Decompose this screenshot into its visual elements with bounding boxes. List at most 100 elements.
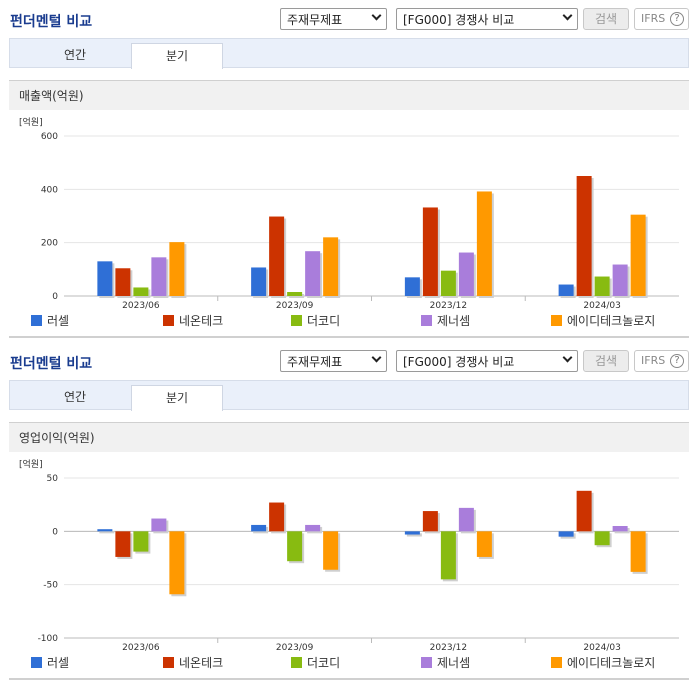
tab-annual[interactable]: 연간 (63, 48, 87, 62)
y-tick-label: 200 (41, 239, 58, 249)
bar (558, 284, 574, 296)
bar (630, 214, 646, 296)
tab-quarterly[interactable]: 분기 (131, 43, 223, 69)
y-tick-label: 0 (52, 527, 58, 537)
peer-group-select[interactable]: [FG000] 경쟁사 비교 (396, 350, 578, 372)
bar (133, 287, 149, 296)
bar (133, 531, 149, 552)
legend-swatch (163, 315, 174, 326)
search-button[interactable]: 검색 (583, 350, 629, 372)
legend-swatch (421, 657, 432, 668)
ifrs-label: IFRS (641, 12, 666, 25)
bar (458, 252, 474, 296)
legend-label: 제너셈 (437, 656, 471, 670)
metric-header: 영업이익(억원) (9, 422, 689, 452)
chart-legend: 러셀 네온테크 더코디 제너셈 에이디테크놀로지 (9, 653, 689, 673)
bar (305, 251, 321, 296)
y-axis-unit: [억원] (19, 116, 43, 128)
x-tick-label: 2023/06 (122, 301, 160, 310)
bar (422, 511, 438, 532)
bar (287, 531, 303, 562)
peer-group-select[interactable]: [FG000] 경쟁사 비교 (396, 8, 578, 30)
legend-label: 에이디테크놀로지 (567, 656, 656, 670)
legend-swatch (291, 657, 302, 668)
bar (422, 207, 438, 296)
bar (251, 524, 267, 532)
bar-shadow (406, 533, 422, 537)
chevron-down-icon (562, 10, 573, 21)
x-tick-label: 2023/12 (430, 643, 467, 652)
y-tick-label: 50 (47, 474, 59, 484)
bar (458, 507, 474, 532)
legend-label: 더코디 (307, 656, 341, 670)
legend-swatch (551, 657, 562, 668)
x-tick-label: 2024/03 (583, 301, 620, 310)
ifrs-help-button[interactable]: IFRS ? (634, 350, 689, 372)
bar (169, 531, 185, 595)
legend-item[interactable]: 에이디테크놀로지 (551, 655, 655, 671)
bar (323, 531, 339, 570)
ifrs-help-button[interactable]: IFRS ? (634, 8, 689, 30)
bar (97, 529, 113, 532)
legend-item[interactable]: 러셀 (31, 313, 69, 329)
x-tick-label: 2023/09 (276, 643, 314, 652)
legend-label: 더코디 (307, 314, 341, 328)
tab-quarterly[interactable]: 분기 (131, 385, 223, 411)
panel-title: 펀더멘털 비교 (10, 14, 93, 30)
y-tick-label: -100 (38, 634, 59, 644)
ifrs-label: IFRS (641, 354, 666, 367)
legend-swatch (291, 315, 302, 326)
divider (9, 336, 689, 338)
revenue-bar-chart: [억원] 600 400 200 0 2023/06 2023/09 2023/12 2024/… (19, 116, 679, 310)
y-tick-label: 0 (52, 292, 58, 302)
bar (476, 531, 492, 557)
bar (169, 242, 185, 296)
chart-legend: 러셀 네온테크 더코디 제너셈 에이디테크놀로지 (9, 311, 689, 331)
bar (594, 531, 610, 546)
legend-item[interactable]: 더코디 (291, 655, 340, 671)
x-tick-label: 2023/12 (430, 301, 467, 310)
legend-swatch (31, 315, 42, 326)
question-circle-icon: ? (670, 354, 684, 368)
bar (251, 267, 267, 296)
peer-group-value: [FG000] 경쟁사 비교 (403, 355, 515, 369)
chevron-down-icon (371, 352, 382, 363)
legend-label: 러셀 (47, 656, 70, 670)
y-tick-label: -50 (43, 581, 58, 591)
legend-item[interactable]: 네온테크 (163, 655, 223, 671)
operating-profit-bar-chart: [억원] 50 0 -50 -100 2023/06 2023/09 2023/12 2024/… (19, 458, 679, 652)
bar (305, 524, 321, 532)
bar (404, 277, 420, 296)
statement-type-value: 주재무제표 (287, 13, 343, 27)
legend-label: 네온테크 (179, 656, 224, 670)
legend-item[interactable]: 더코디 (291, 313, 340, 329)
bar (115, 268, 131, 296)
bar (476, 191, 492, 296)
legend-swatch (31, 657, 42, 668)
bar-shadow (99, 531, 115, 534)
chevron-down-icon (562, 352, 573, 363)
legend-item[interactable]: 제너셈 (421, 313, 470, 329)
bar (115, 531, 131, 557)
legend-item[interactable]: 러셀 (31, 655, 69, 671)
legend-item[interactable]: 제너셈 (421, 655, 470, 671)
legend-label: 제너셈 (437, 314, 471, 328)
statement-type-value: 주재무제표 (287, 355, 343, 369)
legend-label: 에이디테크놀로지 (567, 314, 656, 328)
statement-type-select[interactable]: 주재무제표 (280, 8, 387, 30)
bar (269, 216, 285, 296)
tab-annual[interactable]: 연간 (63, 390, 87, 404)
bar (440, 270, 456, 296)
legend-item[interactable]: 에이디테크놀로지 (551, 313, 655, 329)
search-button[interactable]: 검색 (583, 8, 629, 30)
legend-swatch (421, 315, 432, 326)
y-tick-label: 600 (41, 132, 58, 142)
bar (612, 526, 628, 532)
bar (440, 531, 456, 580)
legend-swatch (551, 315, 562, 326)
bar (97, 261, 113, 296)
statement-type-select[interactable]: 주재무제표 (280, 350, 387, 372)
legend-item[interactable]: 네온테크 (163, 313, 223, 329)
bar (287, 292, 303, 296)
bar (323, 237, 339, 296)
